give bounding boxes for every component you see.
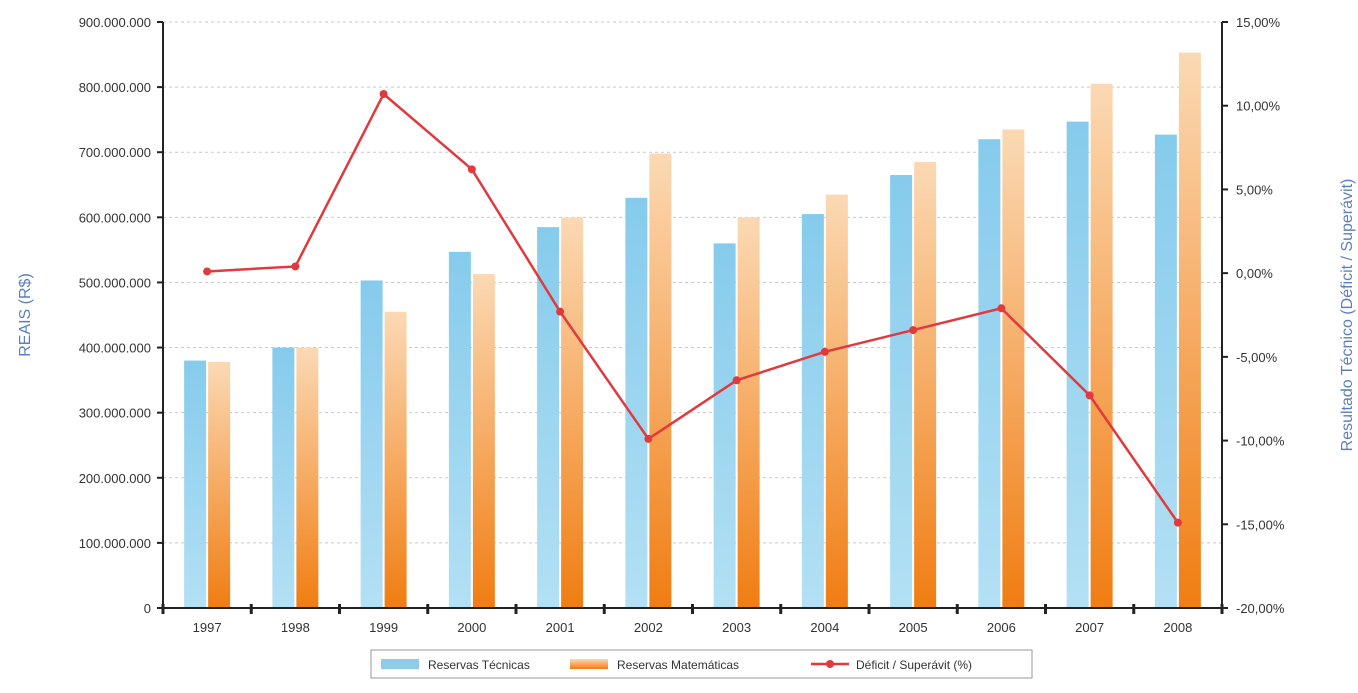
right-tick-label: -15,00% <box>1236 517 1285 532</box>
x-tick-label: 1998 <box>281 620 310 635</box>
left-tick-label: 200.000.000 <box>79 471 151 486</box>
bar-reservas-matematicas <box>1002 129 1025 608</box>
legend-swatch-reservas-tecnicas <box>381 659 419 669</box>
bar-reservas-matematicas <box>472 273 495 608</box>
x-tick-label: 2000 <box>457 620 486 635</box>
point-deficit-superavit <box>997 304 1006 313</box>
bar-reservas-matematicas <box>296 347 319 608</box>
left-tick-label: 100.000.000 <box>79 536 151 551</box>
point-deficit-superavit <box>1085 391 1094 400</box>
bar-reservas-matematicas <box>1090 83 1113 609</box>
x-tick-label: 2004 <box>810 620 839 635</box>
legend-label-reservas-tecnicas: Reservas Técnicas <box>428 658 530 672</box>
y2-axis-title: Resultado Técnico (Déficit / Superávit) <box>1339 179 1356 452</box>
point-deficit-superavit <box>820 347 829 356</box>
bar-reservas-tecnicas <box>360 280 383 608</box>
point-deficit-superavit <box>556 307 565 316</box>
x-tick-label: 2003 <box>722 620 751 635</box>
point-deficit-superavit <box>379 89 388 98</box>
bar-reservas-tecnicas <box>890 175 913 608</box>
x-tick-label: 2001 <box>546 620 575 635</box>
bar-reservas-tecnicas <box>801 214 824 609</box>
legend-box <box>370 649 1033 679</box>
point-deficit-superavit <box>1173 518 1182 527</box>
y-axis-title: REAIS (R$) <box>17 273 34 357</box>
left-tick-label: 900.000.000 <box>79 15 151 30</box>
bar-reservas-tecnicas <box>537 227 560 608</box>
bar-reservas-tecnicas <box>978 139 1001 608</box>
bar-reservas-matematicas <box>914 161 937 608</box>
bar-reservas-matematicas <box>737 217 760 609</box>
point-deficit-superavit <box>909 326 918 335</box>
left-tick-label: 800.000.000 <box>79 80 151 95</box>
bar-reservas-matematicas <box>1178 52 1201 608</box>
right-tick-label: -5,00% <box>1236 350 1278 365</box>
right-tick-label: 10,00% <box>1236 99 1281 114</box>
left-tick-label: 400.000.000 <box>79 341 151 356</box>
right-tick-label: 15,00% <box>1236 15 1281 30</box>
x-tick-label: 2002 <box>634 620 663 635</box>
bar-reservas-matematicas <box>208 361 231 608</box>
x-tick-label: 1997 <box>193 620 222 635</box>
bar-reservas-tecnicas <box>625 197 648 609</box>
right-tick-label: 0,00% <box>1236 266 1273 281</box>
left-tick-label: 700.000.000 <box>79 145 151 160</box>
legend-label-reservas-matematicas: Reservas Matemáticas <box>617 658 739 672</box>
legend-marker-deficit-superavit <box>826 660 834 668</box>
x-tick-label: 2007 <box>1075 620 1104 635</box>
right-tick-label: 5,00% <box>1236 182 1273 197</box>
right-tick-label: -10,00% <box>1236 434 1285 449</box>
left-tick-label: 300.000.000 <box>79 406 151 421</box>
bar-reservas-matematicas <box>649 153 672 608</box>
bar-reservas-tecnicas <box>272 347 295 608</box>
x-tick-label: 2005 <box>899 620 928 635</box>
x-tick-label: 1999 <box>369 620 398 635</box>
left-tick-label: 600.000.000 <box>79 210 151 225</box>
bar-reservas-matematicas <box>384 311 407 608</box>
bar-reservas-tecnicas <box>1154 134 1177 609</box>
bar-reservas-tecnicas <box>448 251 471 608</box>
point-deficit-superavit <box>291 262 300 271</box>
legend-label-deficit-superavit: Déficit / Superávit (%) <box>856 658 972 672</box>
point-deficit-superavit <box>732 376 741 385</box>
x-tick-label: 2008 <box>1163 620 1192 635</box>
right-tick-label: -20,00% <box>1236 601 1285 616</box>
point-deficit-superavit <box>203 267 212 276</box>
left-tick-label: 0 <box>144 601 151 616</box>
bar-reservas-tecnicas <box>1066 121 1089 609</box>
legend-swatch-reservas-matematicas <box>570 659 608 669</box>
point-deficit-superavit <box>467 165 476 174</box>
point-deficit-superavit <box>644 434 653 443</box>
left-tick-label: 500.000.000 <box>79 275 151 290</box>
line-deficit-superavit <box>207 92 1179 524</box>
x-tick-label: 2006 <box>987 620 1016 635</box>
bar-reservas-tecnicas <box>184 360 207 608</box>
bar-reservas-tecnicas <box>713 243 736 608</box>
bar-reservas-matematicas <box>561 217 584 609</box>
bar-reservas-matematicas <box>825 194 848 609</box>
